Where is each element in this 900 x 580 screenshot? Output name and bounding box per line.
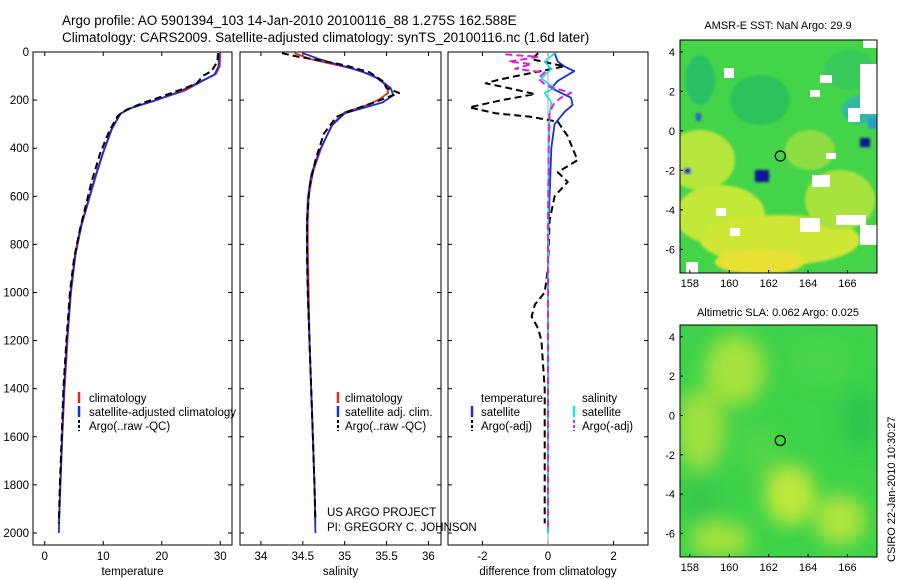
series-line-temperature-argo-adj- xyxy=(468,52,579,524)
map-x-tick-label: 158 xyxy=(681,562,699,574)
sst-map-ticks: 158 160 162 164 166 4 2 0 -2 -4 -6 xyxy=(665,47,856,290)
map-y-tick-label: 4 xyxy=(669,47,675,59)
legend-label-satellite: satellite adj. clim. xyxy=(345,407,433,419)
y-tick-label: 0 xyxy=(23,47,29,59)
sla-map-frame xyxy=(679,324,878,558)
map-y-tick-label: 2 xyxy=(669,86,675,98)
temperature-profile-panel: 0 10 20 30 0 200 400 600 800 1000 1200 1400 1600 1800… xyxy=(3,47,233,578)
sst-argo-position-marker xyxy=(774,150,786,162)
x-tick-label: 2 xyxy=(610,551,616,563)
temperature-axes-frame xyxy=(32,51,233,546)
sst-map xyxy=(680,40,877,273)
y-tick-label: 1600 xyxy=(3,432,29,444)
sla-map-ticks: 158 160 162 164 166 4 2 0 -2 -4 -6 xyxy=(665,332,856,574)
y-tick-label: 1000 xyxy=(3,287,29,299)
difference-x-axis-label: difference from climatology xyxy=(479,566,616,578)
legend-label-temp-argo: Argo(-adj) xyxy=(481,421,532,433)
map-y-tick-label: -6 xyxy=(665,244,675,256)
header-title-line1: Argo profile: AO 5901394_103 14-Jan-2010… xyxy=(62,13,517,28)
salinity-axes-frame xyxy=(239,51,442,546)
y-tick-label: 1800 xyxy=(3,480,29,492)
x-tick-label: 30 xyxy=(214,551,227,563)
legend-label-satellite: satellite-adjusted climatology xyxy=(89,407,236,419)
legend-title-temperature: temperature xyxy=(481,393,543,405)
map-x-tick-label: 162 xyxy=(759,278,777,290)
map-x-tick-label: 166 xyxy=(838,562,856,574)
sst-map-title: AMSR-E SST: NaN Argo: 29.9 xyxy=(704,20,851,32)
map-y-tick-label: 4 xyxy=(669,332,675,344)
sla-map xyxy=(680,325,877,557)
y-tick-label: 1400 xyxy=(3,384,29,396)
legend-label-sal-satellite: satellite xyxy=(582,407,621,419)
legend-label-argo: Argo(..raw -QC) xyxy=(345,421,426,433)
sst-map-nodata xyxy=(686,40,877,273)
map-x-tick-label: 158 xyxy=(681,278,699,290)
credit-pi: PI: GREGORY C. JOHNSON xyxy=(327,522,477,534)
sla-map-field xyxy=(680,335,877,557)
legend-label-temp-satellite: satellite xyxy=(481,407,520,419)
legend-label-climatology: climatology xyxy=(89,393,147,405)
x-tick-label: 35.5 xyxy=(375,551,397,563)
series-line-argo-raw-qc- xyxy=(281,52,401,522)
legend-title-salinity: salinity xyxy=(582,393,617,405)
y-tick-label: 200 xyxy=(10,95,29,107)
x-tick-label: 0 xyxy=(42,551,48,563)
series-line-argo-raw-qc- xyxy=(57,53,219,524)
header-title-line2: Climatology: CARS2009. Satellite-adjuste… xyxy=(62,30,589,45)
map-y-tick-label: -2 xyxy=(665,165,675,177)
x-tick-label: 20 xyxy=(155,551,168,563)
y-tick-label: 400 xyxy=(10,143,29,155)
map-x-tick-label: 162 xyxy=(759,562,777,574)
temperature-x-axis-label: temperature xyxy=(101,566,163,578)
x-tick-label: 35 xyxy=(338,551,351,563)
map-x-tick-label: 164 xyxy=(799,562,817,574)
series-line-satellite-adj-clim- xyxy=(302,52,395,534)
map-x-tick-label: 160 xyxy=(720,278,738,290)
credit-timestamp: CSIRO 22-Jan-2010 10:30:27 xyxy=(886,416,898,562)
series-line-climatology xyxy=(58,53,222,522)
legend-label-sal-argo: Argo(-adj) xyxy=(582,421,633,433)
map-x-tick-label: 160 xyxy=(720,562,738,574)
map-y-tick-label: -2 xyxy=(665,450,675,462)
legend-label-argo: Argo(..raw -QC) xyxy=(89,421,170,433)
map-y-tick-label: -4 xyxy=(665,489,675,501)
legend-label-climatology: climatology xyxy=(345,393,403,405)
salinity-x-axis-label: salinity xyxy=(323,566,358,578)
difference-profile-panel: -2 0 2 difference from climatology xyxy=(447,51,649,578)
x-tick-label: 36 xyxy=(422,551,435,563)
credit-project: US ARGO PROJECT xyxy=(327,507,436,519)
x-tick-label: 0 xyxy=(545,551,551,563)
map-y-tick-label: -4 xyxy=(665,205,675,217)
y-tick-label: 2000 xyxy=(3,528,29,540)
map-x-tick-label: 166 xyxy=(838,278,856,290)
map-y-tick-label: 2 xyxy=(669,371,675,383)
map-y-tick-label: 0 xyxy=(669,126,675,138)
series-line-satellite-adjusted-climatology xyxy=(57,53,220,534)
difference-legend: temperature salinity satellite Argo(-adj… xyxy=(470,393,633,433)
sst-map-frame xyxy=(679,39,878,274)
y-tick-label: 1200 xyxy=(3,336,29,348)
y-tick-label: 800 xyxy=(10,239,29,251)
series-line-salinity-argo-adj- xyxy=(505,53,572,529)
x-tick-label: 34 xyxy=(255,551,268,563)
map-y-tick-label: 0 xyxy=(669,410,675,422)
salinity-profile-panel: 34 34.5 35 35.5 36 salinity xyxy=(239,51,442,578)
temperature-legend: climatology satellite-adjusted climatolo… xyxy=(77,392,236,433)
map-y-tick-label: -6 xyxy=(665,528,675,540)
sla-map-title: Altimetric SLA: 0.062 Argo: 0.025 xyxy=(697,307,859,319)
map-x-tick-label: 164 xyxy=(799,278,817,290)
x-tick-label: 10 xyxy=(97,551,110,563)
salinity-legend: climatology satellite adj. clim. Argo(..… xyxy=(336,392,433,433)
sla-argo-position-marker xyxy=(774,434,786,447)
x-tick-label: 34.5 xyxy=(292,551,314,563)
x-tick-label: -2 xyxy=(477,551,487,563)
y-tick-label: 600 xyxy=(10,191,29,203)
